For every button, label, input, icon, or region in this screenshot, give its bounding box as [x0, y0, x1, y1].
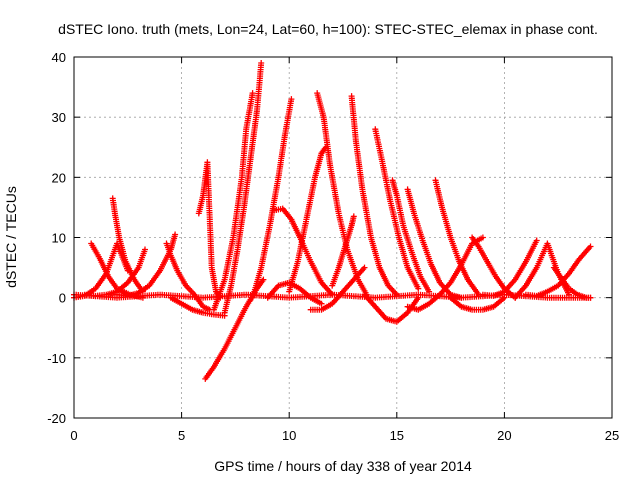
data-point-markers: [202, 276, 267, 382]
grid: [74, 57, 612, 418]
y-axis-ticks: -20 -10 0 10 20 30 40: [47, 50, 612, 426]
x-tick-label: 5: [178, 428, 185, 443]
data-series: [348, 93, 400, 298]
data-series: [210, 90, 256, 313]
data-series: [221, 60, 265, 316]
data-series: [307, 264, 368, 313]
y-axis-label: dSTEC / TECUs: [3, 186, 19, 288]
y-tick-label: 20: [52, 170, 66, 185]
x-tick-label: 0: [70, 428, 77, 443]
data-point-markers: [221, 60, 265, 316]
data-point-markers: [348, 93, 400, 298]
x-tick-label: 10: [282, 428, 296, 443]
data-series: [389, 177, 433, 295]
x-tick-label: 20: [497, 428, 511, 443]
data-points: [71, 60, 594, 382]
data-point-markers: [286, 144, 329, 295]
data-series: [432, 177, 482, 298]
data-series: [372, 126, 422, 292]
y-tick-label: 10: [52, 231, 66, 246]
x-axis-label: GPS time / hours of day 338 of year 2014: [214, 458, 472, 474]
x-tick-label: 15: [390, 428, 404, 443]
x-tick-label: 25: [605, 428, 619, 443]
data-point-markers: [389, 177, 433, 295]
y-tick-label: -10: [47, 351, 66, 366]
data-point-markers: [307, 264, 368, 313]
data-point-markers: [249, 96, 295, 301]
data-series: [163, 240, 213, 313]
data-point-markers: [195, 159, 224, 301]
data-point-markers: [271, 205, 336, 298]
data-point-markers: [163, 240, 213, 313]
data-series: [195, 159, 224, 301]
y-tick-label: -20: [47, 411, 66, 426]
data-series: [249, 96, 295, 301]
y-tick-label: 40: [52, 50, 66, 65]
data-series: [286, 144, 329, 295]
y-tick-label: 0: [59, 291, 66, 306]
data-point-markers: [329, 213, 357, 289]
data-series: [202, 276, 267, 382]
y-tick-label: 30: [52, 110, 66, 125]
data-point-markers: [372, 126, 422, 292]
data-point-markers: [210, 90, 256, 313]
plot-frame: [73, 56, 613, 419]
chart-title: dSTEC Iono. truth (mets, Lon=24, Lat=60,…: [58, 21, 598, 37]
data-point-markers: [432, 177, 482, 298]
data-series: [329, 213, 357, 289]
data-series: [271, 205, 336, 298]
